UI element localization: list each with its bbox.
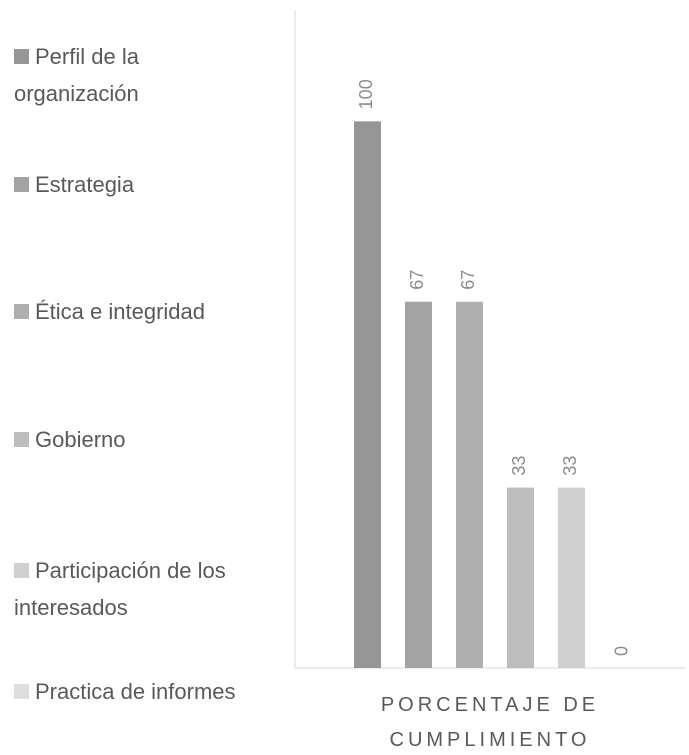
legend-label: Ética e integridad <box>35 299 205 324</box>
legend-swatch <box>14 432 29 447</box>
legend-item: Participación de los interesados <box>14 552 249 626</box>
data-label: 67 <box>407 270 427 290</box>
legend-item: Perfil de la organización <box>14 38 249 112</box>
data-label: 33 <box>509 456 529 476</box>
bar <box>354 121 381 669</box>
bar <box>405 301 432 668</box>
legend-item: Estrategia <box>14 166 249 203</box>
legend-swatch <box>14 563 29 578</box>
bar <box>456 301 483 668</box>
data-label: 67 <box>458 270 478 290</box>
legend-item: Gobierno <box>14 421 249 458</box>
legend-swatch <box>14 684 29 699</box>
bar <box>558 487 585 668</box>
legend-label: Participación de los interesados <box>14 558 226 620</box>
legend-label: Gobierno <box>35 427 126 452</box>
legend-swatch <box>14 304 29 319</box>
x-tick-label: PORCENTAJE DE CUMPLIMIENTO <box>380 694 600 751</box>
legend-swatch <box>14 49 29 64</box>
legend-item: Ética e integridad <box>14 293 249 330</box>
data-label: 100 <box>356 79 376 109</box>
legend-label: Estrategia <box>35 172 135 197</box>
data-label: 33 <box>560 456 580 476</box>
bar <box>507 487 534 668</box>
legend-label: Perfil de la organización <box>14 44 139 106</box>
legend-label: Practica de informes <box>35 679 236 704</box>
data-label: 0 <box>611 646 631 656</box>
legend-swatch <box>14 177 29 192</box>
legend-item: Practica de informes <box>14 673 249 710</box>
